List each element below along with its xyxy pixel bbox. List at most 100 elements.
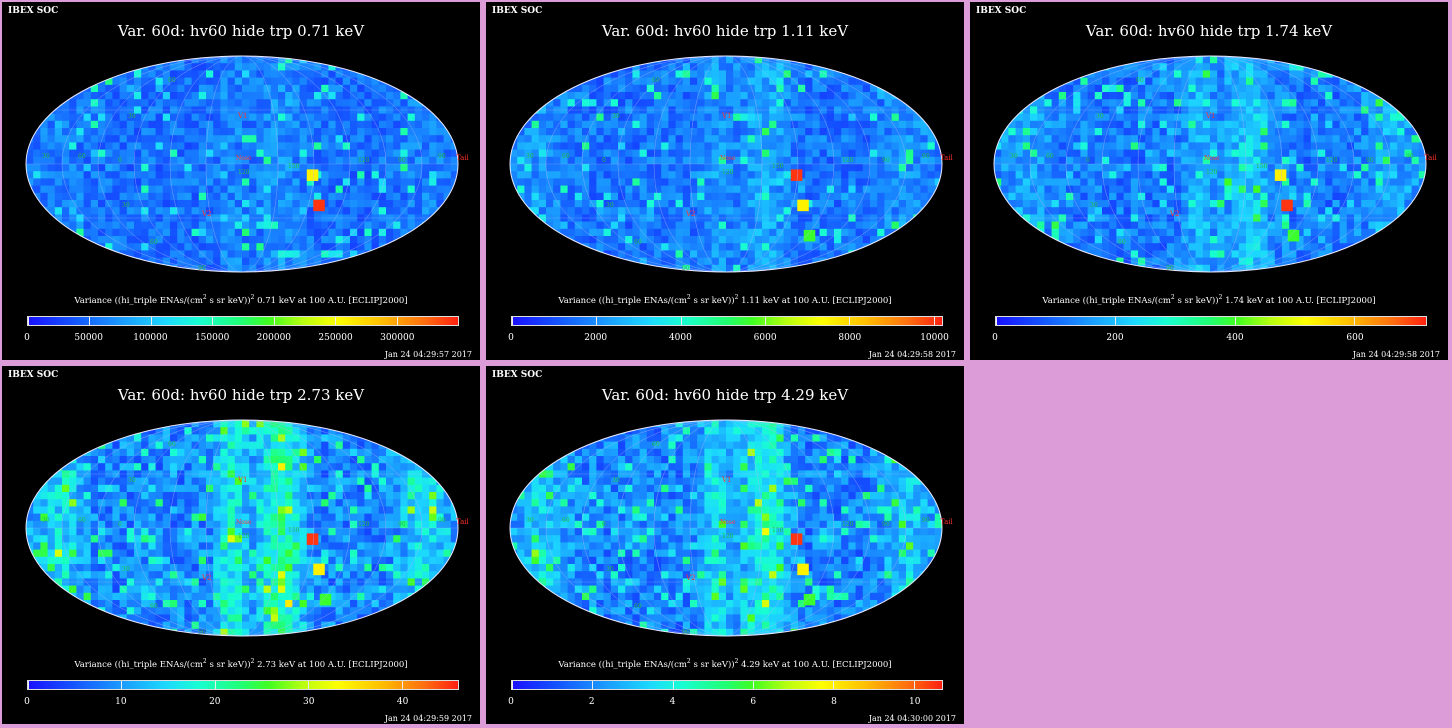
map-cell [141,113,149,122]
map-panel: IBEX SOC Var. 60d: hv60 hide trp 1.74 keV… [970,2,1448,360]
map-cell [704,99,713,107]
map-cell [726,228,734,237]
map-cell [574,99,583,107]
map-cell [1303,142,1312,151]
map-cell [134,520,142,529]
map-cell [769,113,777,122]
map-cell [1181,142,1189,151]
map-cell [414,185,423,194]
map-cell [1058,192,1067,201]
map-cell [314,221,322,230]
map-cell [299,228,308,237]
map-cell [213,63,221,71]
map-cell [1195,200,1204,208]
map-cell [1325,92,1333,100]
map-cell [40,128,49,136]
map-cell [1267,214,1276,223]
map-cell [1174,257,1182,266]
map-cell [726,221,734,230]
map-cell [141,528,149,536]
map-cell [206,113,214,122]
map-cell [1397,192,1405,201]
map-cell [191,92,200,100]
map-cell [98,484,106,493]
map-cell [141,106,149,115]
map-cell [711,243,720,251]
map-cell [249,63,257,71]
map-cell [718,149,727,158]
map-cell [1188,92,1197,100]
map-cell [776,106,785,115]
map-cell [1102,106,1110,115]
map-cell [357,156,365,165]
map-cell [407,142,416,151]
map-cell [704,243,713,251]
map-cell [1238,228,1247,237]
map-cell [812,156,821,165]
map-cell [1094,99,1103,107]
map-cell [400,120,409,129]
map-cell [170,77,178,86]
map-cell [610,92,619,100]
map-cell [625,214,633,223]
map-cell [1138,77,1146,86]
map-cell [661,243,669,251]
map-cell [1145,128,1153,136]
map-cell [47,156,56,165]
map-cell [1404,128,1413,136]
map-cell [574,171,583,179]
map-cell [560,135,569,143]
map-cell [675,228,684,237]
map-cell [148,621,157,630]
map-cell [429,164,437,172]
map-cell [1073,221,1081,230]
map-cell [546,207,554,215]
map-cell [263,228,272,237]
map-cell [321,128,329,136]
map-cell [754,106,763,115]
map-cell [227,70,236,79]
map-cell [1289,164,1297,172]
map-cell [826,207,835,215]
map-cell [350,120,358,129]
map-cell [870,92,878,100]
map-cell [321,243,329,251]
map-cell [306,200,315,208]
map-cell [220,92,229,100]
map-cell [98,221,106,230]
map-cell [1166,243,1175,251]
hotspot-cell [1281,199,1293,212]
map-cell [625,178,633,187]
map-cell [249,149,257,158]
map-cell [148,63,157,71]
map-cell [1159,92,1168,100]
map-cell [134,185,142,194]
map-cell [1325,228,1333,237]
map-cell [898,221,907,230]
map-cell [510,142,518,151]
map-cell [26,528,34,536]
map-cell [234,149,243,158]
map-cell [884,99,893,107]
map-cell [1325,164,1333,172]
map-cell [1181,185,1189,194]
map-cell [321,70,329,79]
map-cell [1368,221,1377,230]
map-cell [155,164,164,172]
map-cell [826,192,835,201]
map-cell [1080,178,1089,187]
map-cell [1231,257,1240,266]
map-cell [263,70,272,79]
map-cell [1224,200,1233,208]
map-cell [826,200,835,208]
map-cell [148,257,157,266]
map-cell [855,106,864,115]
map-cell [740,185,749,194]
map-cell [220,128,229,136]
map-cell [747,207,756,215]
map-cell [819,221,828,230]
map-cell [1022,192,1031,201]
map-cell [278,135,286,143]
map-cell [1145,70,1153,79]
map-cell [198,142,207,151]
